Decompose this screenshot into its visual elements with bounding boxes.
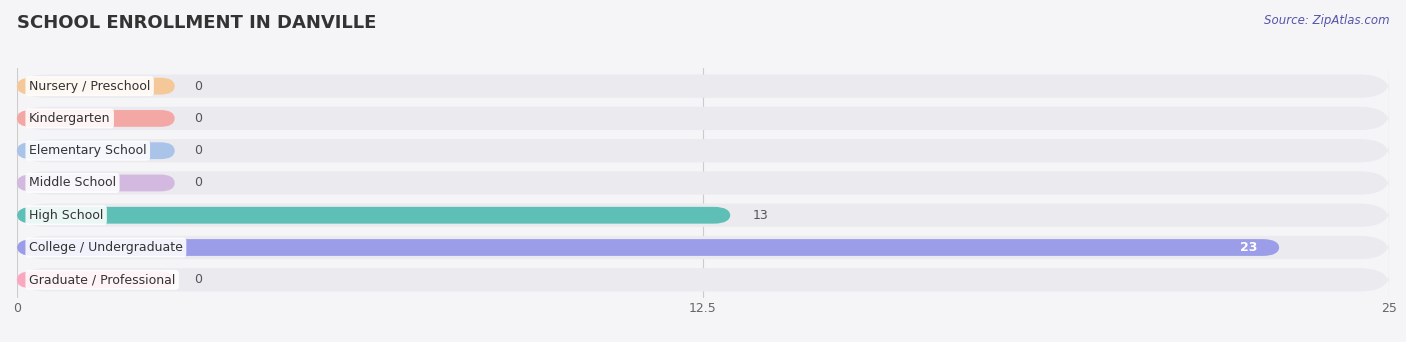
FancyBboxPatch shape	[17, 239, 1279, 256]
FancyBboxPatch shape	[17, 107, 1389, 130]
FancyBboxPatch shape	[17, 78, 174, 94]
Text: 0: 0	[194, 176, 202, 189]
Text: College / Undergraduate: College / Undergraduate	[30, 241, 183, 254]
Text: Kindergarten: Kindergarten	[30, 112, 111, 125]
FancyBboxPatch shape	[17, 142, 174, 159]
FancyBboxPatch shape	[17, 272, 174, 288]
Text: 0: 0	[194, 80, 202, 93]
Text: Nursery / Preschool: Nursery / Preschool	[30, 80, 150, 93]
Text: Middle School: Middle School	[30, 176, 117, 189]
FancyBboxPatch shape	[17, 139, 1389, 162]
Text: SCHOOL ENROLLMENT IN DANVILLE: SCHOOL ENROLLMENT IN DANVILLE	[17, 14, 377, 32]
Text: Source: ZipAtlas.com: Source: ZipAtlas.com	[1264, 14, 1389, 27]
FancyBboxPatch shape	[17, 75, 1389, 98]
Text: 23: 23	[1240, 241, 1257, 254]
Text: 0: 0	[194, 273, 202, 286]
Text: Graduate / Professional: Graduate / Professional	[30, 273, 176, 286]
FancyBboxPatch shape	[17, 110, 174, 127]
Text: 0: 0	[194, 144, 202, 157]
Text: 13: 13	[752, 209, 768, 222]
FancyBboxPatch shape	[17, 268, 1389, 291]
FancyBboxPatch shape	[17, 236, 1389, 259]
FancyBboxPatch shape	[17, 174, 174, 192]
Text: High School: High School	[30, 209, 103, 222]
Text: Elementary School: Elementary School	[30, 144, 146, 157]
FancyBboxPatch shape	[17, 203, 1389, 227]
FancyBboxPatch shape	[17, 171, 1389, 195]
Text: 0: 0	[194, 112, 202, 125]
FancyBboxPatch shape	[17, 207, 731, 224]
